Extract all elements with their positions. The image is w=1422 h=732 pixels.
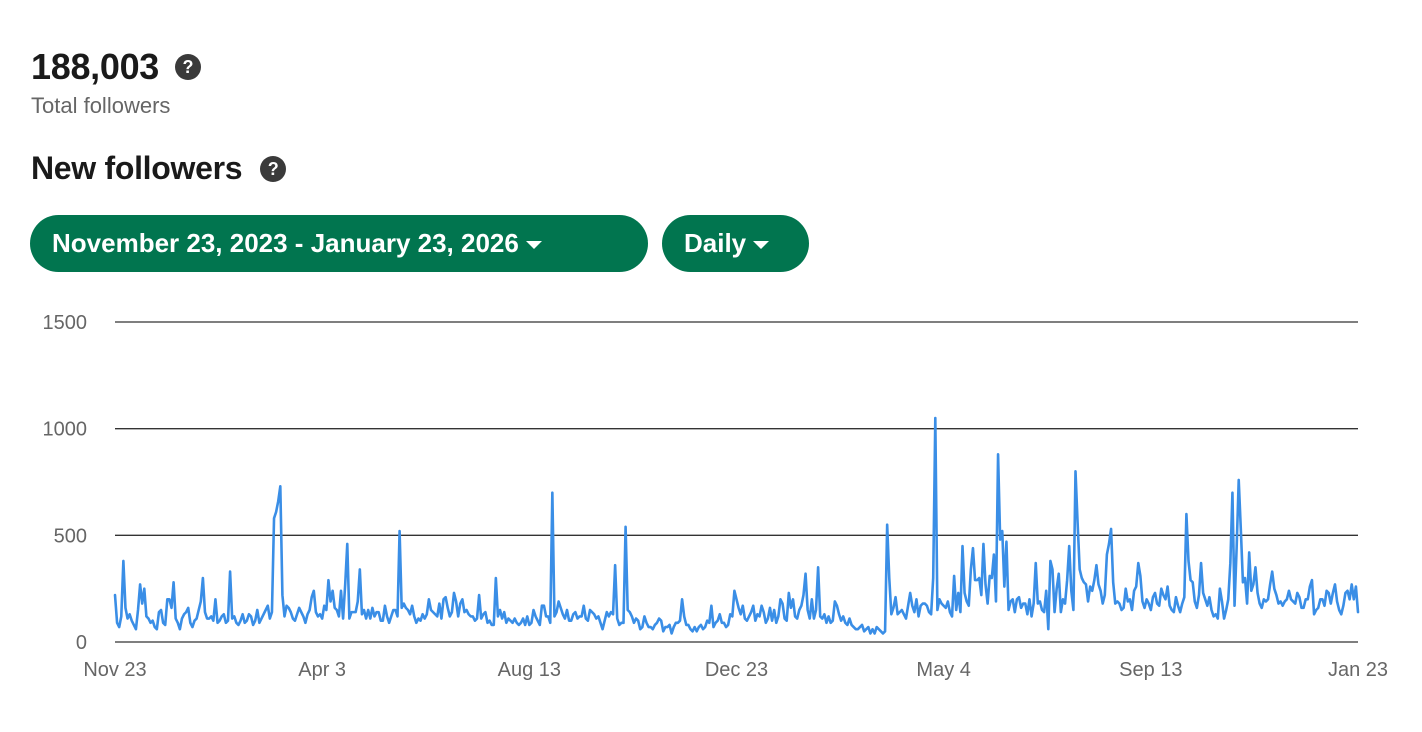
date-range-dropdown[interactable]: November 23, 2023 - January 23, 2026	[30, 215, 648, 272]
question-circle-icon[interactable]: ?	[175, 54, 202, 80]
new-followers-header: New followers ?	[31, 150, 287, 187]
x-tick-label: Nov 23	[83, 659, 146, 681]
total-followers-label: Total followers	[31, 93, 171, 118]
caret-down-icon	[525, 240, 542, 249]
x-tick-label: Dec 23	[705, 659, 768, 681]
section-title: New followers	[31, 150, 243, 186]
caret-down-icon	[753, 240, 770, 249]
total-followers-value: 188,003	[31, 46, 160, 87]
y-tick-label: 1000	[43, 419, 88, 441]
date-range-label: November 23, 2023 - January 23, 2026	[52, 228, 519, 258]
x-tick-label: Apr 3	[298, 659, 346, 681]
x-tick-label: May 4	[916, 659, 970, 681]
question-circle-icon[interactable]: ?	[260, 155, 287, 182]
x-tick-label: Sep 13	[1119, 659, 1182, 681]
y-tick-label: 500	[54, 525, 87, 547]
x-tick-label: Jan 23	[1328, 659, 1388, 681]
interval-dropdown[interactable]: Daily	[662, 215, 809, 272]
y-tick-label: 1500	[43, 312, 88, 334]
new-followers-chart: 0 500 1000 1500 Nov 23 Apr 3 Aug 13 Dec 23 May 4…	[43, 312, 1389, 681]
y-tick-label: 0	[76, 632, 87, 654]
x-tick-label: Aug 13	[498, 659, 561, 681]
total-followers: 188,003 ?	[31, 46, 202, 88]
interval-label: Daily	[684, 228, 747, 258]
series-line	[113, 416, 1360, 635]
